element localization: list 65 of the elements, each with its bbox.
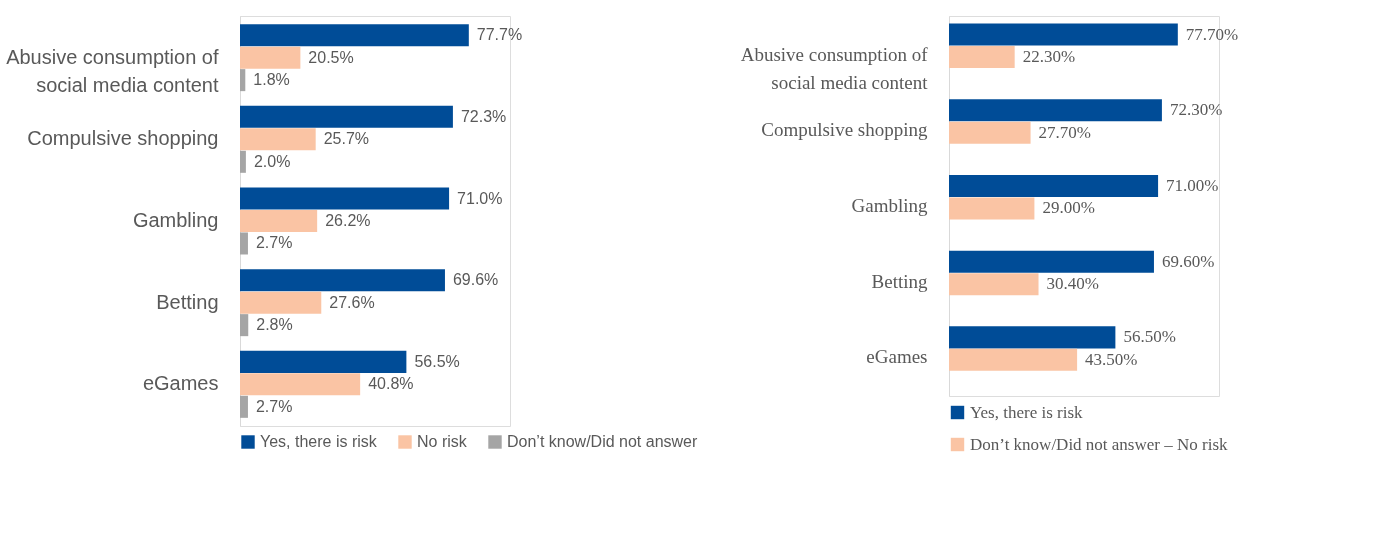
- bar: [240, 232, 248, 255]
- data-label: 72.30%: [1169, 100, 1223, 120]
- y-tick-label: eGames: [866, 346, 928, 368]
- data-label: 27.70%: [1038, 122, 1091, 142]
- data-label: 2.7%: [255, 397, 293, 415]
- legend-label: Don’t know/Did not answer: [507, 433, 698, 450]
- bar: [240, 291, 322, 314]
- bar: [240, 24, 469, 47]
- bar: [949, 121, 1031, 144]
- legend-label: Yes, there is risk: [260, 433, 378, 450]
- bar: [240, 105, 453, 128]
- data-label: 25.7%: [323, 130, 370, 148]
- y-tick-label: Betting: [871, 270, 928, 292]
- data-label: 72.3%: [460, 107, 507, 125]
- legend-label: Don’t know/Did not answer – No risk: [970, 434, 1228, 454]
- bar: [949, 250, 1154, 273]
- data-label: 71.0%: [457, 189, 503, 207]
- y-tick-label: eGames: [142, 372, 219, 395]
- bar: [949, 99, 1162, 122]
- bar: [949, 326, 1116, 349]
- bar: [240, 209, 318, 233]
- data-label: 40.8%: [368, 375, 414, 393]
- y-tick-label: Compulsive shopping: [27, 127, 219, 150]
- bar: [949, 46, 1015, 69]
- y-tick-label: Betting: [156, 290, 219, 313]
- bar: [240, 269, 445, 292]
- data-label: 27.6%: [329, 293, 375, 311]
- bar: [240, 314, 249, 337]
- bar: [240, 128, 316, 151]
- data-label: 30.40%: [1046, 274, 1099, 294]
- y-tick-label: Gambling: [851, 195, 928, 216]
- bar: [240, 46, 301, 69]
- y-tick-label: Abusive consumption of social media content: [740, 43, 929, 93]
- bar: [949, 174, 1159, 197]
- data-label: 2.7%: [255, 234, 293, 252]
- bar: [949, 23, 1178, 46]
- data-label: 1.8%: [253, 71, 290, 89]
- bar: [949, 348, 1078, 371]
- y-tick-label: Abusive consumption of social media content: [6, 45, 219, 96]
- data-label: 26.2%: [325, 212, 371, 229]
- data-label: 22.30%: [1022, 47, 1076, 67]
- bar: [240, 69, 246, 92]
- data-label: 43.50%: [1085, 349, 1138, 369]
- data-label: 71.00%: [1166, 175, 1219, 195]
- data-label: 56.50%: [1123, 327, 1176, 347]
- legend-label: Yes, there is risk: [970, 402, 1084, 422]
- bar: [240, 187, 450, 210]
- bar: [240, 395, 248, 418]
- legend-label: No risk: [417, 433, 468, 450]
- data-label: 29.00%: [1042, 198, 1095, 218]
- data-label: 77.70%: [1185, 24, 1239, 44]
- data-label: 77.7%: [476, 26, 523, 44]
- data-label: 2.8%: [256, 316, 293, 334]
- y-tick-label: Compulsive shopping: [761, 119, 928, 141]
- data-label: 20.5%: [308, 48, 354, 66]
- data-label: 69.60%: [1161, 251, 1215, 271]
- bar: [949, 273, 1039, 296]
- data-label: 56.5%: [414, 352, 460, 370]
- bar: [240, 150, 246, 173]
- y-tick-label: Gambling: [132, 209, 219, 231]
- data-label: 69.6%: [452, 271, 499, 289]
- data-label: 2.0%: [253, 152, 291, 170]
- bar: [240, 373, 361, 396]
- bar: [240, 350, 407, 373]
- bar: [949, 197, 1035, 220]
